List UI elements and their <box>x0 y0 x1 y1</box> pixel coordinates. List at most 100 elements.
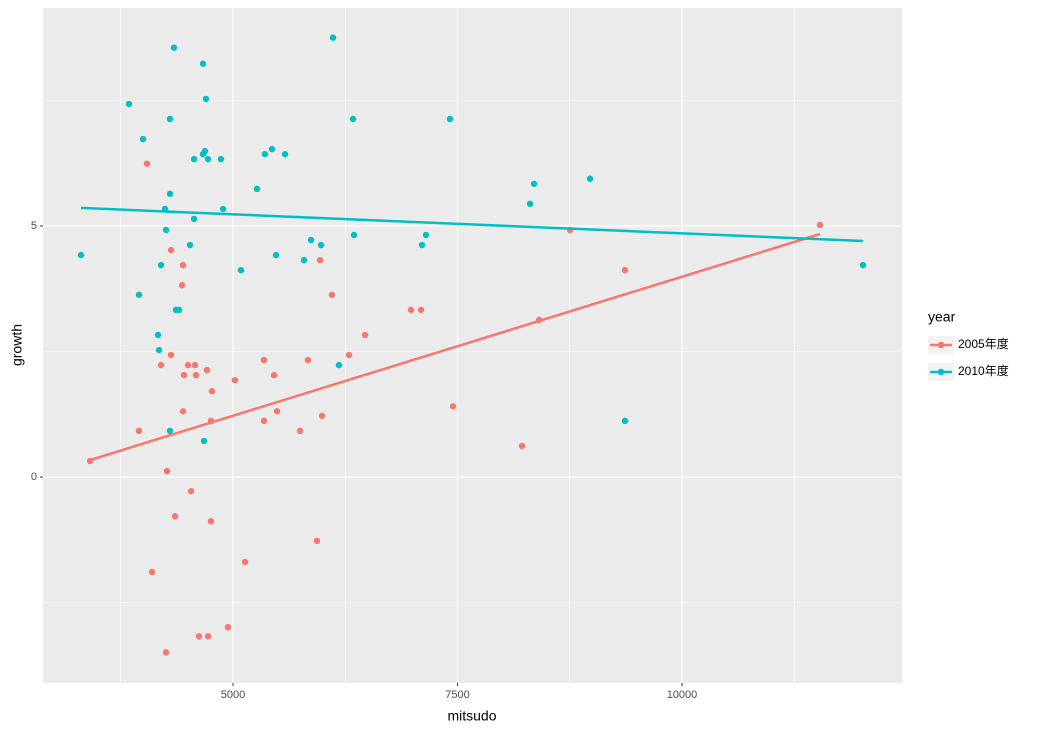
point <box>530 180 538 187</box>
point <box>318 412 326 420</box>
legend-label: 2010年度 <box>958 363 1009 378</box>
point <box>241 558 249 566</box>
point <box>180 371 188 379</box>
point <box>417 306 425 314</box>
point <box>203 366 211 374</box>
point <box>154 331 162 339</box>
point <box>204 155 212 163</box>
point <box>621 417 629 425</box>
point <box>179 261 187 269</box>
point <box>191 361 199 369</box>
point <box>300 256 308 264</box>
point <box>187 487 195 495</box>
y-tick-label: 5 <box>31 220 37 232</box>
point <box>449 403 457 410</box>
x-tick-label: 10000 <box>667 689 698 701</box>
point <box>317 241 325 249</box>
point <box>162 649 170 656</box>
point <box>135 427 143 435</box>
point <box>208 388 216 395</box>
point <box>179 408 187 415</box>
point <box>328 291 336 298</box>
point <box>816 221 824 229</box>
point <box>166 427 174 435</box>
point <box>190 215 198 223</box>
point <box>219 205 227 213</box>
point <box>261 150 269 158</box>
trend-line <box>89 232 821 462</box>
x-tick-label: 5000 <box>221 689 245 701</box>
point <box>621 266 629 274</box>
point <box>349 115 357 123</box>
point <box>184 361 192 369</box>
point <box>526 200 534 208</box>
point <box>253 185 261 193</box>
point <box>207 518 215 525</box>
point <box>202 95 210 103</box>
x-tick-label: 7500 <box>445 689 469 701</box>
point <box>192 371 200 379</box>
point <box>268 145 276 153</box>
point <box>204 633 212 640</box>
panel <box>43 8 902 683</box>
x-axis-title: mitsudo <box>447 708 496 724</box>
point <box>224 624 232 631</box>
point <box>157 261 165 269</box>
point <box>157 361 165 369</box>
point <box>167 351 175 359</box>
point <box>217 155 225 163</box>
point <box>859 261 867 269</box>
legend-key-point <box>937 368 945 376</box>
point <box>231 376 239 384</box>
point <box>139 135 147 143</box>
legend-label: 2005年度 <box>958 336 1009 351</box>
point <box>237 266 245 274</box>
point <box>272 251 280 259</box>
point <box>143 160 151 167</box>
point <box>273 408 281 415</box>
point <box>313 537 321 545</box>
point <box>167 246 175 254</box>
point <box>135 291 143 298</box>
point <box>162 226 170 234</box>
point <box>446 115 454 123</box>
point <box>166 190 174 198</box>
point <box>281 150 289 158</box>
point <box>178 282 186 289</box>
y-tick-label: 0 <box>31 471 37 483</box>
point <box>155 346 163 354</box>
point <box>270 371 278 379</box>
point <box>335 361 343 369</box>
point <box>304 356 312 364</box>
legend-title: year <box>928 309 956 325</box>
point <box>518 442 526 450</box>
point <box>125 100 133 108</box>
trend-line <box>80 206 864 243</box>
point <box>171 513 179 520</box>
point <box>148 568 156 576</box>
point <box>166 115 174 123</box>
y-axis-title: growth <box>9 324 25 366</box>
point <box>350 231 358 239</box>
point <box>163 467 171 475</box>
point <box>418 241 426 249</box>
point <box>170 44 178 51</box>
point <box>199 60 207 67</box>
point <box>175 306 183 314</box>
point <box>186 241 194 249</box>
point <box>190 155 198 163</box>
point <box>260 417 268 425</box>
point <box>307 236 315 244</box>
point <box>200 437 208 445</box>
point <box>260 356 268 364</box>
point <box>407 306 415 314</box>
point <box>201 147 209 155</box>
point <box>316 256 324 264</box>
point <box>345 351 353 359</box>
point <box>296 427 304 435</box>
legend-key-point <box>937 341 945 349</box>
point <box>329 34 337 41</box>
point <box>422 231 430 239</box>
